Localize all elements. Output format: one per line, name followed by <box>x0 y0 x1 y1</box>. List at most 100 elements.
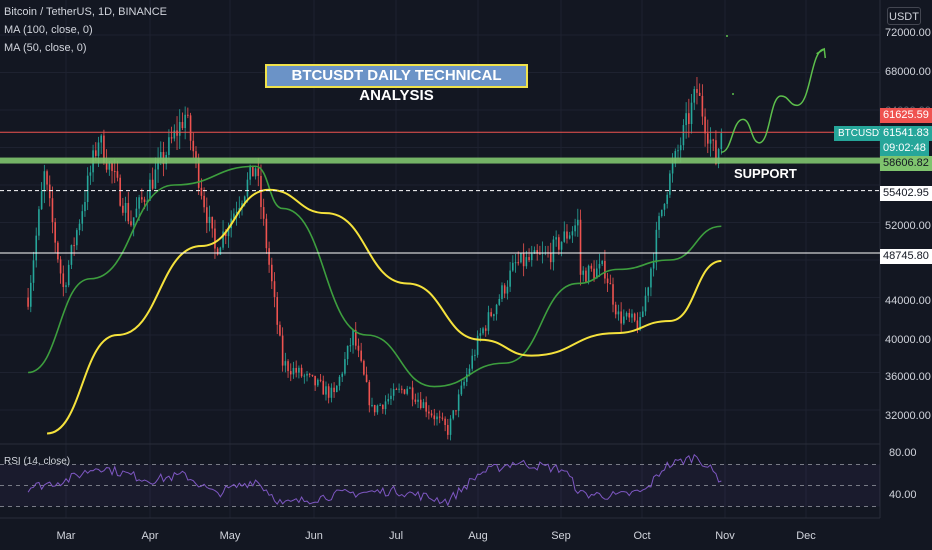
countdown-tag: 09:02:48 <box>880 141 929 156</box>
candle-down <box>187 114 189 116</box>
candle-up <box>474 354 476 356</box>
candle-down <box>322 380 325 395</box>
projection-dot <box>732 93 734 95</box>
candle-down <box>46 171 48 185</box>
candle-down <box>536 250 538 254</box>
candle-down <box>276 297 279 325</box>
candle-up <box>352 329 354 346</box>
x-tick: Aug <box>468 530 488 542</box>
candle-up <box>346 345 349 360</box>
candle-down <box>590 265 593 269</box>
candle-up <box>525 257 528 267</box>
candle-up <box>709 139 712 144</box>
candle-up <box>679 145 682 151</box>
candle-up <box>482 328 484 334</box>
candle-up <box>666 194 668 204</box>
candle-down <box>620 311 622 324</box>
candle-down <box>522 253 525 267</box>
candle-down <box>62 273 65 288</box>
candle-up <box>233 213 235 219</box>
candle-down <box>265 218 268 249</box>
candle-down <box>430 413 433 416</box>
candle-down <box>612 284 614 305</box>
candle-down <box>698 92 701 96</box>
candle-up <box>35 235 38 261</box>
candle-down <box>271 264 273 282</box>
candle-up <box>493 314 495 317</box>
candle-up <box>392 389 395 396</box>
candle-up <box>520 253 522 263</box>
y-tick: 40000.00 <box>885 334 931 346</box>
candle-down <box>628 312 631 318</box>
candle-down <box>579 219 582 275</box>
candle-down <box>189 115 192 141</box>
candle-down <box>59 259 62 274</box>
candle-up <box>582 270 585 275</box>
candle-down <box>289 371 292 375</box>
ma50-legend: MA (50, close, 0) <box>4 42 87 54</box>
candle-down <box>57 242 59 260</box>
candle-down <box>27 297 29 307</box>
candle-down <box>211 216 214 229</box>
candle-down <box>195 151 197 158</box>
candle-down <box>444 418 446 425</box>
candle-up <box>376 405 379 413</box>
candle-up <box>506 286 509 294</box>
candle-down <box>311 374 314 376</box>
candle-up <box>601 260 603 264</box>
y-tick: 36000.00 <box>885 371 931 383</box>
candle-down <box>216 248 219 255</box>
currency-selector[interactable]: USDT <box>887 7 921 25</box>
candle-down <box>696 89 698 93</box>
x-tick: Dec <box>796 530 816 542</box>
candle-down <box>51 198 54 223</box>
candle-up <box>341 373 344 377</box>
x-tick: Jul <box>388 530 404 542</box>
candle-down <box>593 268 595 279</box>
candle-down <box>176 130 178 136</box>
candle-up <box>571 231 574 236</box>
candle-down <box>206 207 208 224</box>
candle-up <box>246 179 249 197</box>
x-tick: Sep <box>551 530 571 542</box>
candle-up <box>639 317 641 330</box>
candle-down <box>428 411 430 414</box>
candle-up <box>650 268 652 288</box>
candle-up <box>417 399 419 402</box>
candle-down <box>539 253 541 255</box>
candle-down <box>94 150 97 156</box>
candle-down <box>715 140 717 165</box>
candle-up <box>669 173 671 195</box>
candle-up <box>43 171 46 192</box>
candle-up <box>67 264 70 286</box>
candle-up <box>146 200 149 202</box>
candle-up <box>384 401 387 410</box>
candle-down <box>455 410 457 412</box>
candle-up <box>100 135 103 143</box>
rsi-y-tick: 80.00 <box>889 447 917 459</box>
x-tick: Oct <box>633 530 651 542</box>
candle-up <box>159 152 162 160</box>
candle-up <box>674 151 677 164</box>
y-tick: 72000.00 <box>885 27 931 39</box>
candle-up <box>631 313 633 318</box>
candle-down <box>319 379 322 381</box>
candle-up <box>647 287 650 296</box>
candle-down <box>558 237 560 250</box>
candle-up <box>530 253 533 261</box>
candle-down <box>141 197 143 200</box>
candle-up <box>243 196 246 204</box>
rsi-line <box>27 453 722 507</box>
candle-up <box>409 387 411 389</box>
candle-down <box>438 416 441 418</box>
candle-up <box>501 285 503 299</box>
candle-down <box>192 140 195 152</box>
candle-down <box>127 202 130 222</box>
candle-down <box>143 199 146 202</box>
candle-up <box>460 385 463 395</box>
candle-up <box>249 165 251 180</box>
candle-down <box>314 375 316 386</box>
candle-up <box>306 373 308 376</box>
candle-up <box>89 172 92 176</box>
